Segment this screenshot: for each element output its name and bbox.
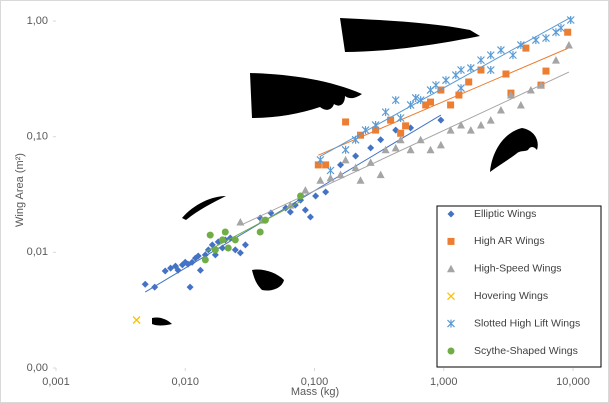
legend-marker — [448, 238, 455, 245]
point — [225, 245, 232, 252]
point — [232, 236, 239, 243]
point — [297, 192, 304, 199]
y-tick-label: 0,10 — [27, 131, 48, 143]
point — [202, 256, 209, 263]
point — [212, 246, 219, 253]
legend-label: Elliptic Wings — [474, 208, 536, 220]
legend-label: Hovering Wings — [474, 290, 548, 302]
point — [455, 92, 462, 99]
point — [402, 122, 409, 129]
x-tick-label: 0,010 — [171, 376, 199, 388]
point — [502, 71, 509, 78]
legend-box — [437, 206, 601, 367]
chart: Mass (kg) Wing Area (m²) 0,0010,0100,100… — [0, 0, 609, 403]
x-tick-label: 0,100 — [301, 376, 329, 388]
y-tick-label: 0,01 — [27, 246, 48, 258]
point — [342, 118, 349, 125]
point — [222, 228, 229, 235]
y-axis-title: Wing Area (m²) — [14, 153, 26, 227]
point — [465, 78, 472, 85]
legend-label: High AR Wings — [474, 235, 545, 247]
legend-label: Scythe-Shaped Wings — [474, 345, 578, 357]
x-tick-label: 10,000 — [556, 376, 590, 388]
point — [257, 228, 264, 235]
point — [427, 99, 434, 106]
y-tick-label: 1,00 — [27, 15, 48, 27]
point — [219, 236, 226, 243]
point — [564, 29, 571, 36]
point — [262, 217, 269, 224]
legend-label: High-Speed Wings — [474, 263, 562, 275]
y-tick-label: 0,00 — [27, 362, 48, 374]
point — [542, 68, 549, 75]
x-tick-label: 1,000 — [430, 376, 458, 388]
point — [207, 232, 214, 239]
legend-label: Slotted High Lift Wings — [474, 317, 580, 329]
point — [447, 101, 454, 108]
point — [397, 130, 404, 137]
legend-marker — [448, 348, 455, 355]
x-tick-label: 0,001 — [42, 376, 70, 388]
